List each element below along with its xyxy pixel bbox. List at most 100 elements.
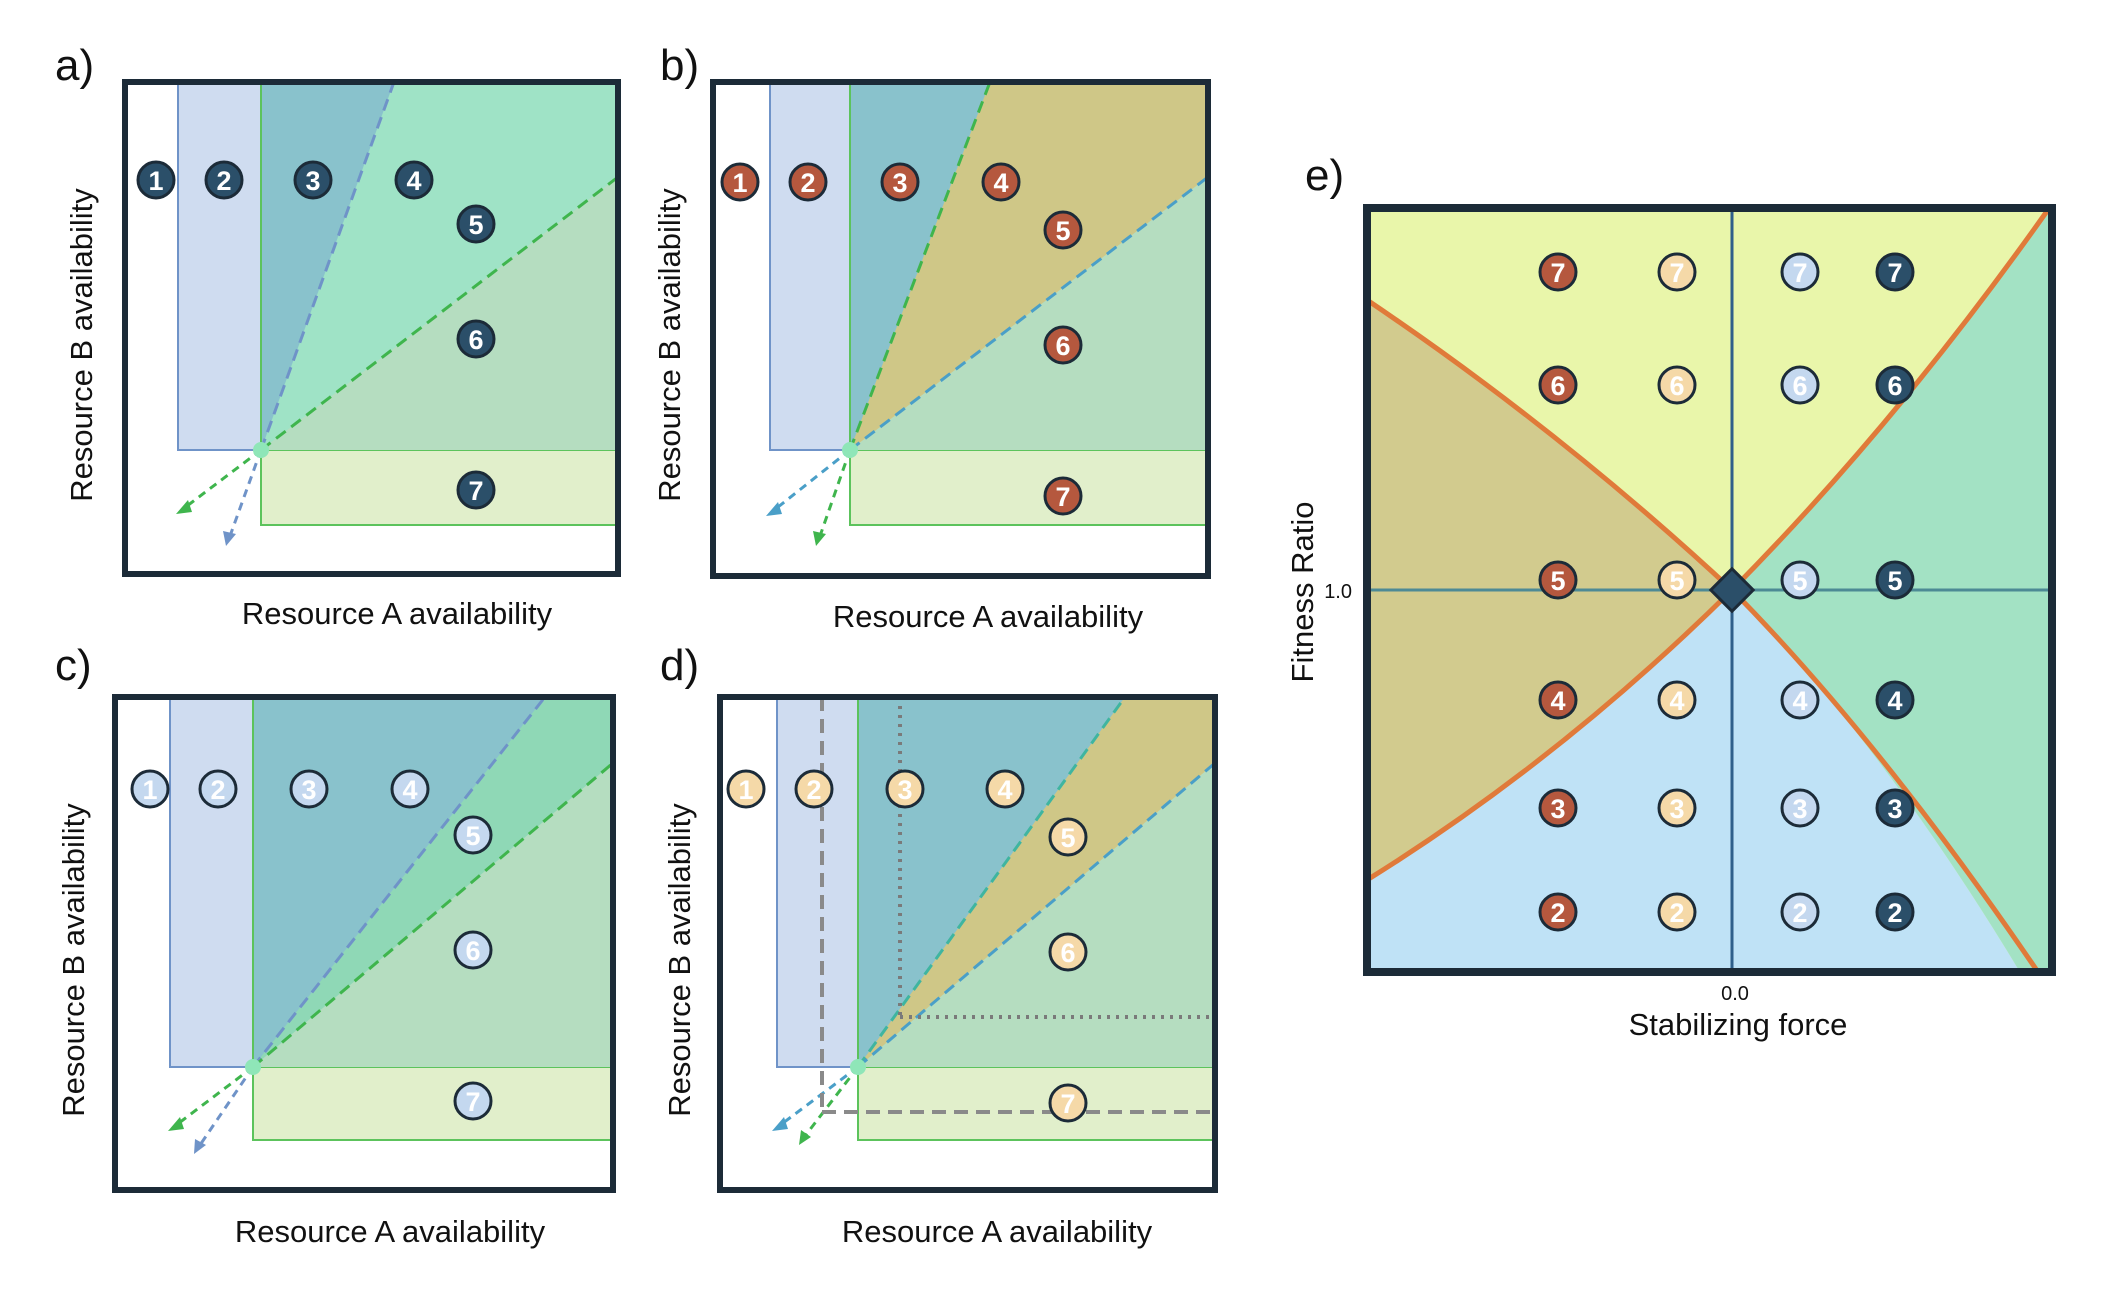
markers-b: 1 2 3 4 5 6 7 [720,162,1083,516]
marker-circle [456,204,496,244]
numbered-marker: 6 [1538,365,1578,405]
marker-label: 1 [142,775,157,805]
panel-d-label: d) [660,641,699,690]
marker-circle [1780,560,1820,600]
marker-label: 6 [1060,938,1075,968]
marker-circle [1875,560,1915,600]
y-tick: 1.0 [1324,581,1352,603]
numbered-marker: 1 [720,162,760,202]
marker-circle [1538,680,1578,720]
numbered-marker: 5 [1875,560,1915,600]
numbered-marker: 1 [726,769,766,809]
marker-label: 2 [216,166,231,196]
marker-circle [453,815,493,855]
numbered-marker: 7 [1048,1083,1088,1123]
panel-frame [1363,204,2056,976]
x-axis-title: Resource A availability [235,1214,546,1249]
panel-frame [122,79,621,577]
boundary-curve [1367,297,1734,592]
marker-label: 5 [1887,566,1902,596]
marker-circle [1657,680,1697,720]
marker-label: 5 [1550,566,1565,596]
marker-circle [1780,892,1820,932]
equilibrium-diamond [1708,566,1756,614]
marker-circle [456,470,496,510]
numbered-marker: 5 [1538,560,1578,600]
marker-label: 4 [993,168,1008,198]
marker-circle [1048,817,1088,857]
numbered-marker: 4 [981,162,1021,202]
numbered-marker: 5 [1048,817,1088,857]
numbered-marker: 7 [1043,476,1083,516]
marker-circle [1875,680,1915,720]
marker-circle [1657,560,1697,600]
panel-c: c) 1 2 3 4 5 6 7 Resource A availability Resou… [55,641,616,1249]
marker-label: 6 [1550,371,1565,401]
numbered-marker: 6 [456,319,496,359]
marker-circle [456,319,496,359]
marker-circle [1780,252,1820,292]
marker-label: 5 [1669,566,1684,596]
x-axis-title: Resource A availability [242,596,553,631]
marker-circle [985,769,1025,809]
markers-d: 1 2 3 4 5 6 7 [726,769,1088,1123]
numbered-marker: 7 [1538,252,1578,292]
numbered-marker: 5 [453,815,493,855]
marker-label: 7 [468,476,483,506]
numbered-marker: 6 [453,930,493,970]
marker-circle [1875,252,1915,292]
panel-c-label: c) [55,641,92,690]
marker-label: 4 [1792,686,1807,716]
x-axis-title: Resource A availability [842,1214,1153,1249]
markers-c: 1 2 3 4 5 6 7 [130,769,493,1121]
marker-circle [1043,210,1083,250]
marker-label: 4 [1887,686,1902,716]
marker-label: 1 [148,166,163,196]
marker-circle [788,162,828,202]
marker-label: 2 [1792,898,1807,928]
x-tick: 0.0 [1721,983,1749,1005]
marker-circle [1043,325,1083,365]
supply-point [253,442,269,458]
numbered-marker: 2 [198,769,238,809]
marker-circle [453,930,493,970]
y-axis-title: Resource B availability [64,188,99,502]
numbered-marker: 4 [1780,680,1820,720]
region-lightgreen [260,449,618,526]
marker-circle [1657,892,1697,932]
panel-b: b) 1 2 3 4 5 6 7 Resource A availability Resou… [652,41,1211,634]
numbered-marker: 2 [1875,892,1915,932]
marker-label: 1 [738,775,753,805]
panel-e-label: e) [1305,151,1344,200]
marker-label: 2 [800,168,815,198]
marker-label: 7 [1550,258,1565,288]
marker-label: 2 [210,775,225,805]
marker-label: 7 [1887,258,1902,288]
y-axis-title: Fitness Ratio [1285,502,1320,683]
marker-label: 6 [468,325,483,355]
marker-circle [1538,892,1578,932]
numbered-marker: 4 [1657,680,1697,720]
marker-circle [394,160,434,200]
marker-label: 5 [468,210,483,240]
marker-label: 3 [1669,794,1684,824]
numbered-marker: 4 [1538,680,1578,720]
numbered-marker: 7 [1875,252,1915,292]
region-blue [1367,590,2020,972]
marker-circle [204,160,244,200]
marker-label: 3 [892,168,907,198]
arrow-blue [223,531,236,546]
marker-label: 5 [1792,566,1807,596]
numbered-marker: 4 [1875,680,1915,720]
marker-label: 3 [897,775,912,805]
marker-circle [1657,252,1697,292]
numbered-marker: 4 [390,769,430,809]
numbered-marker: 6 [1875,365,1915,405]
marker-label: 2 [806,775,821,805]
marker-circle [794,769,834,809]
marker-circle [1875,788,1915,828]
x-axis-title: Resource A availability [833,599,1144,634]
numbered-marker: 2 [204,160,244,200]
marker-label: 5 [1060,823,1075,853]
